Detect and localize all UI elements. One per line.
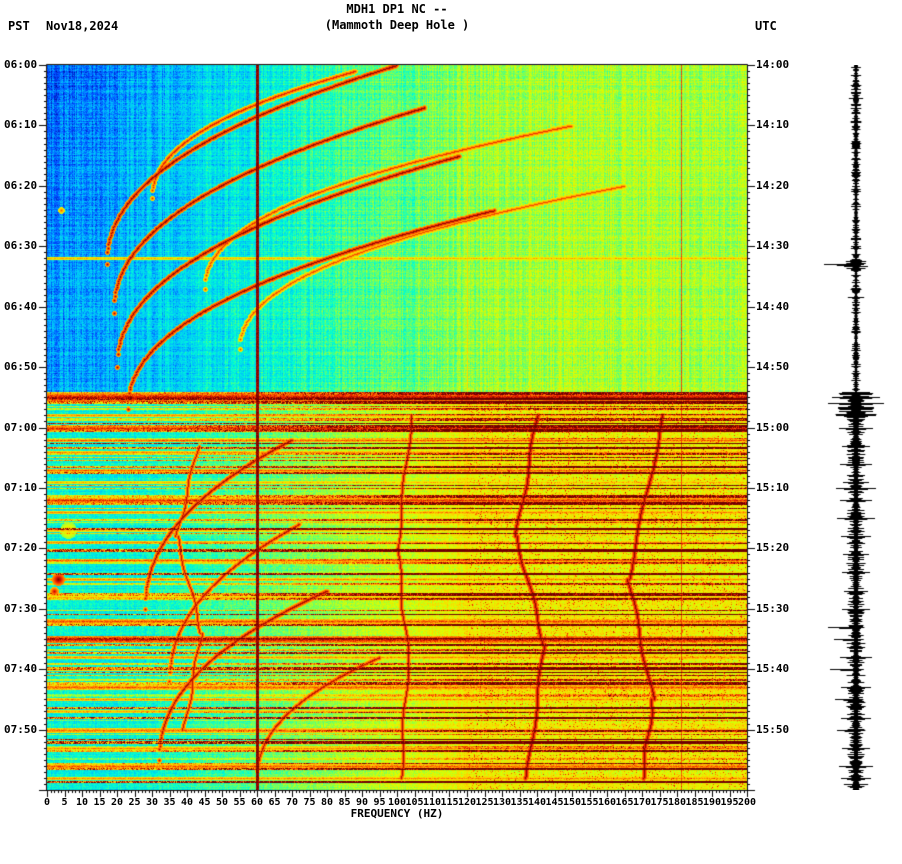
freq-tick-label: 50 (215, 797, 229, 808)
freq-tick-label: 190 (702, 797, 722, 808)
date-label: Nov18,2024 (46, 19, 119, 33)
freq-tick-label: 160 (597, 797, 617, 808)
freq-tick-label: 195 (720, 797, 739, 808)
left-time-tick-label: 06:00 (4, 58, 38, 71)
freq-tick-label: 145 (545, 797, 564, 808)
freq-tick-label: 90 (355, 797, 369, 808)
right-time-tick-label: 14:50 (756, 360, 790, 374)
right-time-tick-label: 14:10 (756, 118, 790, 132)
freq-tick-label: 85 (338, 797, 351, 808)
seismogram-trace-canvas (816, 65, 900, 790)
freq-tick-label: 25 (128, 797, 141, 808)
freq-tick-label: 5 (61, 797, 68, 808)
freq-tick-label: 165 (615, 797, 634, 808)
freq-tick-label: 45 (198, 797, 211, 808)
left-time-tick-label: 07:20 (4, 541, 38, 555)
left-time-tick-label: 07:40 (4, 662, 38, 676)
freq-tick-label: 140 (527, 797, 547, 808)
left-time-tick-label: 06:50 (4, 360, 38, 374)
freq-tick-label: 120 (457, 797, 477, 808)
left-time-tick-label: 06:10 (4, 118, 38, 132)
freq-tick-label: 100 (387, 797, 407, 808)
freq-tick-label: 65 (268, 797, 281, 808)
freq-tick-label: 130 (492, 797, 512, 808)
left-time-tick-label: 07:50 (4, 722, 38, 736)
freq-tick-label: 80 (320, 797, 334, 808)
right-time-tick-label: 15:30 (756, 601, 790, 615)
left-time-tick-label: 06:40 (4, 299, 38, 313)
right-time-tick-label: 14:00 (756, 58, 790, 71)
figure-title-line2: (Mammoth Deep Hole ) (324, 18, 470, 32)
right-time-tick-label: 15:40 (756, 662, 790, 676)
freq-tick-label: 185 (685, 797, 704, 808)
freq-tick-label: 110 (422, 797, 442, 808)
freq-tick-label: 60 (250, 797, 264, 808)
left-time-tick-label: 06:30 (4, 239, 38, 253)
left-time-tick-label: 07:30 (4, 601, 38, 615)
figure-title-line1: MDH1 DP1 NC -- (346, 2, 448, 16)
freq-tick-label: 10 (75, 797, 89, 808)
left-time-tick-label: 06:20 (4, 178, 38, 192)
freq-tick-label: 20 (110, 797, 124, 808)
freq-tick-label: 105 (405, 797, 424, 808)
freq-tick-label: 115 (440, 797, 459, 808)
freq-tick-label: 170 (632, 797, 652, 808)
freq-tick-label: 180 (667, 797, 687, 808)
right-time-tick-label: 14:20 (756, 178, 790, 192)
right-time-tick-label: 14:30 (756, 239, 790, 253)
right-time-tick-label: 14:40 (756, 299, 790, 313)
timezone-right-label: UTC (755, 19, 777, 33)
freq-tick-label: 75 (303, 797, 316, 808)
freq-tick-label: 200 (737, 797, 757, 808)
freq-tick-label: 175 (650, 797, 669, 808)
freq-tick-label: 125 (475, 797, 494, 808)
freq-tick-label: 155 (580, 797, 599, 808)
right-time-tick-label: 15:10 (756, 480, 790, 494)
right-time-tick-label: 15:20 (756, 541, 790, 555)
left-time-tick-label: 07:00 (4, 420, 38, 434)
freq-tick-label: 0 (43, 797, 51, 808)
freq-tick-label: 95 (373, 797, 386, 808)
right-time-tick-label: 15:50 (756, 722, 790, 736)
freq-tick-label: 15 (93, 797, 106, 808)
x-axis-title: FREQUENCY (HZ) (350, 807, 444, 820)
freq-tick-label: 40 (180, 797, 194, 808)
freq-tick-label: 70 (285, 797, 299, 808)
freq-tick-label: 150 (562, 797, 582, 808)
freq-tick-label: 35 (163, 797, 176, 808)
timezone-left-label: PST (8, 19, 30, 33)
right-time-tick-label: 15:00 (756, 420, 790, 434)
freq-tick-label: 55 (233, 797, 246, 808)
freq-tick-label: 135 (510, 797, 529, 808)
spectrogram-canvas (47, 65, 747, 790)
freq-tick-label: 30 (145, 797, 159, 808)
left-time-tick-label: 07:10 (4, 480, 38, 494)
